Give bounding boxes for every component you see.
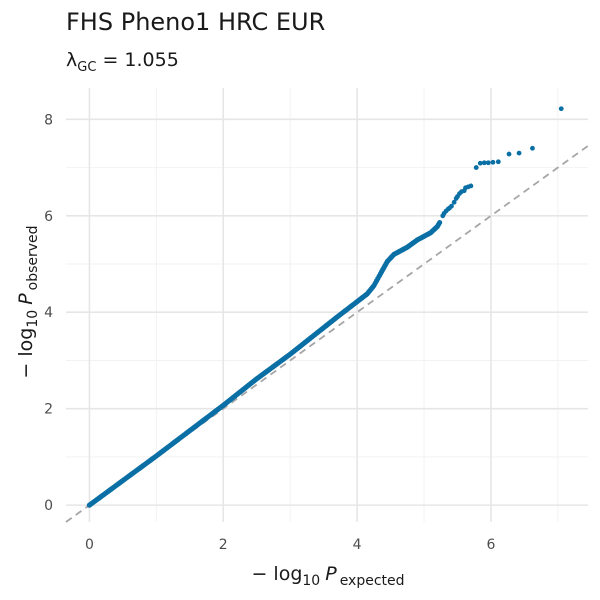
y-tick-label: 4: [44, 305, 53, 321]
x-tick-labels: 0 2 4 6: [85, 537, 496, 553]
data-point: [481, 160, 487, 166]
data-point: [558, 106, 564, 112]
data-point: [437, 219, 443, 226]
grid-major: [66, 88, 588, 522]
x-tick-label: 6: [487, 537, 496, 553]
data-point: [516, 150, 522, 156]
y-tick-label: 0: [44, 498, 53, 514]
data-point: [449, 203, 454, 209]
data-point: [506, 151, 512, 157]
y-tick-label: 6: [44, 209, 53, 225]
data-point: [473, 165, 479, 170]
data-point: [530, 145, 535, 151]
data-point: [495, 159, 501, 165]
data-point: [485, 160, 491, 166]
chart-subtitle: λGC = 1.055: [66, 49, 179, 75]
data-points: [86, 106, 564, 508]
chart-title: FHS Pheno1 HRC EUR: [66, 8, 325, 36]
x-tick-label: 0: [85, 537, 94, 553]
data-point: [468, 183, 474, 189]
x-tick-label: 2: [219, 537, 228, 553]
data-point: [451, 199, 457, 205]
y-tick-label: 2: [44, 402, 53, 418]
x-tick-label: 4: [353, 537, 362, 553]
y-tick-labels: 0 2 4 6 8: [44, 112, 53, 514]
data-point: [490, 159, 496, 165]
y-axis-title: − log10Pobserved: [15, 225, 41, 378]
y-tick-label: 8: [44, 112, 53, 128]
data-point: [477, 160, 483, 166]
